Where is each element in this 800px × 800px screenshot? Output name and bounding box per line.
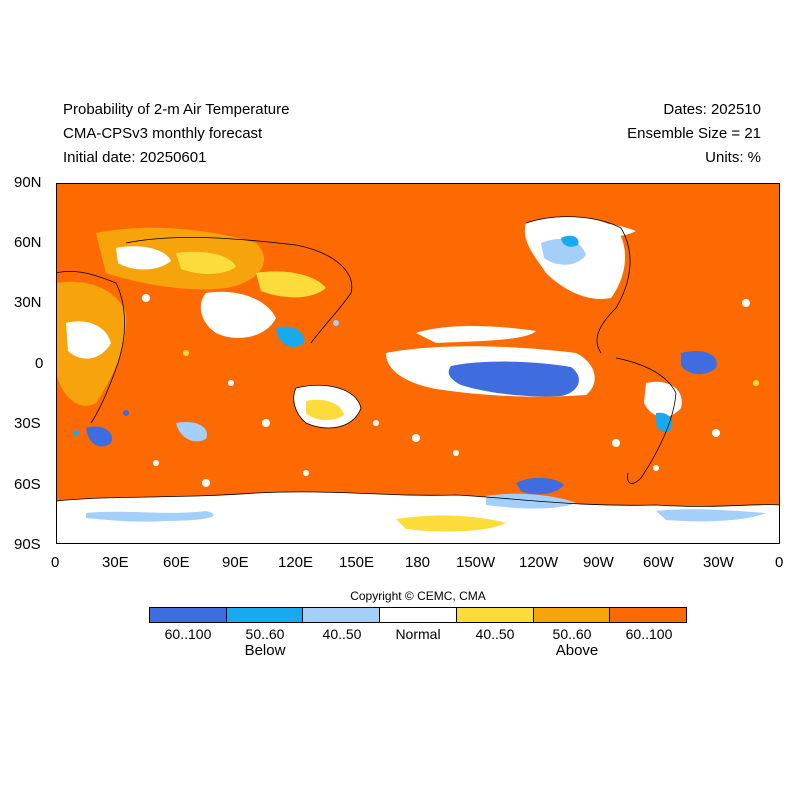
legend-color-bar — [149, 607, 687, 623]
legend-segment-below-60-100 — [150, 608, 227, 622]
forecast-dates: Dates: 202510 — [663, 101, 761, 118]
legend-label-above-40-50: 40..50 — [475, 626, 515, 642]
southern-ocean-blue-patch — [516, 477, 564, 495]
map-subtitle: CMA-CPSv3 monthly forecast — [63, 125, 263, 142]
legend-segment-above-60-100 — [610, 608, 687, 622]
legend-label-below-60-100: 60..100 — [164, 626, 212, 642]
units: Units: % — [705, 149, 761, 166]
lat-tick-90s: 90S — [14, 536, 41, 553]
legend-segment-below-50-60 — [226, 608, 304, 622]
lon-tick-150e: 150E — [339, 554, 375, 571]
south-asia-normal — [200, 291, 276, 338]
lon-tick-60w: 60W — [643, 554, 674, 571]
lon-tick-180: 180 — [405, 554, 431, 571]
legend-label-above-50-60: 50..60 — [552, 626, 592, 642]
se-asia-blue — [276, 326, 305, 347]
north-america-mid-blue — [561, 235, 579, 247]
initial-date: Initial date: 20250601 — [63, 149, 207, 166]
indian-ocean-light-blue — [176, 421, 207, 442]
antarctic-light-blue-2 — [486, 493, 576, 509]
coastlines — [56, 216, 780, 507]
south-america-normal — [644, 381, 682, 418]
map-title: Probability of 2-m Air Temperature — [63, 101, 290, 118]
lon-tick-150w: 150W — [456, 554, 496, 571]
tropical-pacific-below-60 — [448, 361, 579, 397]
lon-tick-30w: 30W — [703, 554, 734, 571]
legend-below-caption: Below — [244, 642, 286, 659]
map-canvas — [56, 183, 780, 544]
lon-tick-0-end: 0 — [775, 554, 784, 571]
antarctic-light-blue-1 — [86, 511, 214, 522]
lat-tick-90n: 90N — [14, 174, 42, 191]
lat-tick-30s: 30S — [14, 415, 41, 432]
australia-yellow — [306, 399, 344, 421]
lat-tick-eq: 0 — [35, 355, 44, 372]
lon-tick-0: 0 — [51, 554, 60, 571]
legend-segment-above-40-50 — [456, 608, 534, 622]
map-border — [56, 183, 780, 544]
legend-segment-below-40-50 — [303, 608, 381, 622]
copyright-text: Copyright © CEMC, CMA — [350, 589, 486, 603]
africa-normal — [66, 321, 111, 359]
europe-normal — [116, 246, 171, 270]
legend-label-below-40-50: 40..50 — [322, 626, 362, 642]
speckle-noise — [73, 294, 759, 487]
legend-segment-above-50-60 — [533, 608, 611, 622]
ensemble-size: Ensemble Size = 21 — [627, 125, 761, 142]
legend-label-normal: Normal — [395, 626, 441, 642]
north-pacific-normal-strip — [416, 326, 536, 343]
lon-tick-120e: 120E — [278, 554, 314, 571]
probability-map — [56, 183, 780, 544]
legend-label-above-60-100: 60..100 — [625, 626, 673, 642]
lat-tick-60s: 60S — [14, 476, 41, 493]
legend-above-caption: Above — [555, 642, 599, 659]
legend-label-below-50-60: 50..60 — [245, 626, 285, 642]
antarctic-light-blue-3 — [656, 509, 766, 522]
south-indian-blue — [86, 426, 112, 447]
lon-tick-30e: 30E — [102, 554, 129, 571]
atlantic-blue-patch — [681, 351, 717, 375]
central-asia-yellow — [176, 251, 236, 274]
legend-segment-normal — [380, 608, 457, 622]
china-yellow — [256, 271, 326, 298]
lon-tick-60e: 60E — [163, 554, 190, 571]
lon-tick-90w: 90W — [583, 554, 614, 571]
antarctic-yellow-patch — [396, 515, 506, 532]
lon-tick-120w: 120W — [519, 554, 559, 571]
arctic-above-60 — [56, 183, 780, 218]
lon-tick-90e: 90E — [222, 554, 249, 571]
lat-tick-60n: 60N — [14, 234, 42, 251]
lat-tick-30n: 30N — [14, 294, 42, 311]
